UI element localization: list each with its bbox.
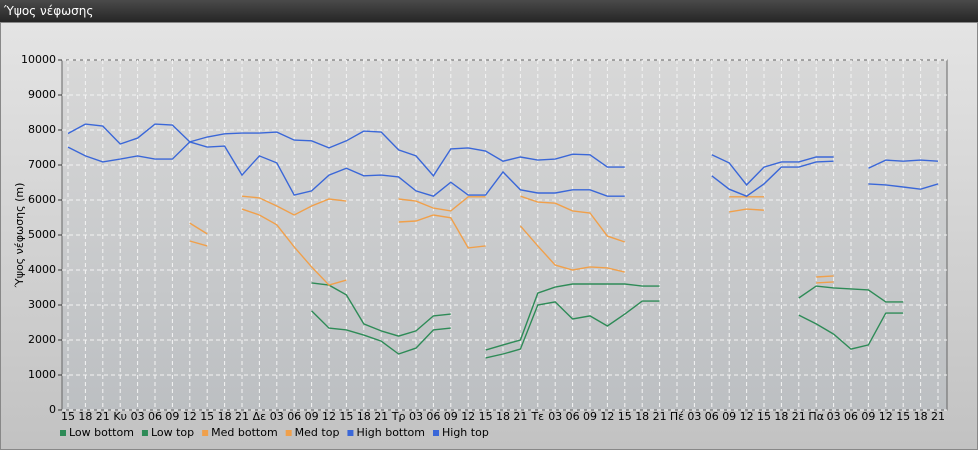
x-tick-label: 09 [305, 410, 319, 423]
x-tick-label: 18 [218, 410, 232, 423]
x-tick-label: 15 [339, 410, 353, 423]
x-tick-label: 21 [653, 410, 667, 423]
x-tick-label: 12 [183, 410, 197, 423]
x-tick-label: 15 [61, 410, 75, 423]
x-tick-label: 21 [931, 410, 945, 423]
x-tick-label: 12 [879, 410, 893, 423]
y-tick-label: 0 [49, 403, 56, 416]
legend-label: Low bottom [69, 426, 134, 439]
legend-swatch [60, 430, 66, 436]
x-tick-label: 06 [148, 410, 162, 423]
x-tick-label: 18 [78, 410, 92, 423]
x-tick-label: 06 [844, 410, 858, 423]
x-tick-label: 09 [165, 410, 179, 423]
x-tick-label: Κυ [113, 410, 127, 423]
y-tick-label: 5000 [28, 228, 56, 241]
series-line [67, 123, 939, 186]
x-tick-label: Πα [808, 410, 824, 423]
y-tick-label: 6000 [28, 193, 56, 206]
legend-label: Med top [295, 426, 340, 439]
legend-swatch [285, 430, 292, 436]
y-tick-label: 2000 [28, 333, 56, 346]
x-tick-label: 12 [740, 410, 754, 423]
legend-swatch [141, 430, 148, 436]
x-tick-label: 18 [496, 410, 510, 423]
x-tick-label: 18 [774, 410, 788, 423]
x-tick-label: Τρ [391, 410, 406, 423]
x-tick-label: 12 [461, 410, 475, 423]
x-tick-label: 03 [131, 410, 145, 423]
y-axis-label: Ύψος νέφωσης (m) [13, 183, 26, 289]
x-tick-label: 21 [235, 410, 249, 423]
x-tick-label: Τε [530, 410, 544, 423]
legend-swatch [433, 430, 439, 436]
x-tick-label: 15 [896, 410, 910, 423]
series-line [67, 141, 939, 197]
legend-label: High bottom [356, 426, 425, 439]
y-tick-label: 4000 [28, 263, 56, 276]
y-tick-label: 7000 [28, 158, 56, 171]
x-tick-label: 09 [444, 410, 458, 423]
x-tick-label: 21 [96, 410, 110, 423]
series-line [311, 300, 904, 359]
legend-swatch [202, 430, 209, 436]
x-tick-label: 03 [827, 410, 841, 423]
x-tick-label: 18 [914, 410, 928, 423]
legend-label: High top [442, 426, 489, 439]
x-tick-label: 15 [618, 410, 632, 423]
x-tick-label: 09 [583, 410, 597, 423]
x-tick-label: 21 [792, 410, 806, 423]
series-line [189, 195, 834, 278]
x-tick-label: 15 [757, 410, 771, 423]
chart: Ύψος νέφωσης (m) 0 1000 2000 3000 4000 5000 60… [0, 22, 978, 450]
x-tick-label: 15 [200, 410, 214, 423]
x-tick-label: 03 [409, 410, 423, 423]
y-tick-label: 10000 [21, 53, 56, 66]
x-tick-label: 15 [479, 410, 493, 423]
x-tick-label: 09 [722, 410, 736, 423]
x-tick-label: 03 [270, 410, 284, 423]
legend-swatch [347, 430, 354, 436]
x-tick-label: 12 [322, 410, 336, 423]
y-tick-label: 9000 [28, 88, 56, 101]
y-tick-label: 8000 [28, 123, 56, 136]
legend-label: Low top [151, 426, 194, 439]
x-tick-label: Δε [253, 410, 267, 423]
legend-label: Med bottom [211, 426, 278, 439]
x-tick-label: 18 [357, 410, 371, 423]
series-line [311, 282, 904, 351]
x-tick-label: 12 [600, 410, 614, 423]
y-tick-label: 3000 [28, 298, 56, 311]
x-tick-label: 06 [426, 410, 440, 423]
x-tick-label: 03 [548, 410, 562, 423]
x-tick-label: 06 [566, 410, 580, 423]
y-tick-label: 1000 [28, 368, 56, 381]
x-tick-label: 21 [513, 410, 527, 423]
x-tick-label: 09 [861, 410, 875, 423]
x-tick-label: 21 [374, 410, 388, 423]
title-bar: Ύψος νέφωσης [0, 0, 978, 22]
x-tick-label: 06 [287, 410, 301, 423]
x-tick-label: 03 [687, 410, 701, 423]
x-tick-label: Πέ [670, 410, 684, 423]
x-tick-label: 06 [705, 410, 719, 423]
series-line [189, 208, 834, 286]
x-tick-label: 18 [635, 410, 649, 423]
